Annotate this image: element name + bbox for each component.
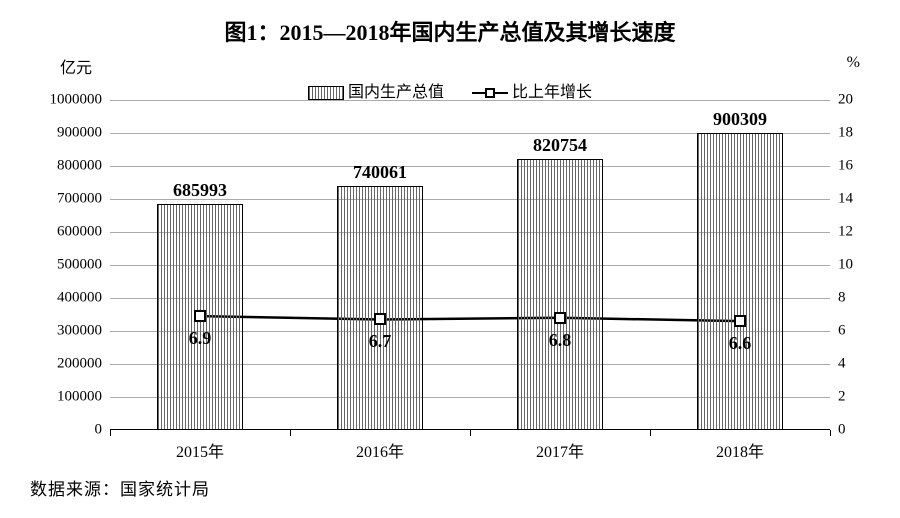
- x-tick-mark: [290, 430, 291, 436]
- x-tick-mark: [650, 430, 651, 436]
- x-tick-mark: [110, 430, 111, 436]
- line-value-label: 6.7: [369, 331, 392, 352]
- x-tick-label: 2017年: [536, 438, 584, 462]
- y1-tick-label: 600000: [32, 224, 102, 241]
- y1-tick-label: 500000: [32, 257, 102, 274]
- bar-value-label: 685993: [173, 180, 227, 201]
- y2-tick-label: 18: [838, 125, 878, 142]
- y2-tick-label: 14: [838, 191, 878, 208]
- y1-tick-label: 1000000: [32, 92, 102, 109]
- x-tick-label: 2015年: [176, 438, 224, 462]
- chart-title: 图1：2015—2018年国内生产总值及其增长速度: [0, 15, 900, 47]
- bar-value-label: 820754: [533, 135, 587, 156]
- x-tick-mark: [830, 430, 831, 436]
- y1-tick-label: 400000: [32, 290, 102, 307]
- y2-tick-label: 10: [838, 257, 878, 274]
- bar: [337, 186, 423, 430]
- y2-tick-label: 2: [838, 389, 878, 406]
- line-value-label: 6.8: [549, 330, 572, 351]
- line-marker: [734, 315, 746, 327]
- legend: 国内生产总值 比上年增长: [0, 78, 900, 102]
- y2-tick-label: 4: [838, 356, 878, 373]
- y1-axis-label: 亿元: [60, 54, 92, 78]
- bar-value-label: 900309: [713, 109, 767, 130]
- x-tick-mark: [470, 430, 471, 436]
- bar-value-label: 740061: [353, 162, 407, 183]
- y1-tick-label: 0: [32, 422, 102, 439]
- x-tick-label: 2016年: [356, 438, 404, 462]
- line-value-label: 6.9: [189, 328, 212, 349]
- y2-axis-label: %: [847, 54, 860, 72]
- y2-tick-label: 0: [838, 422, 878, 439]
- y2-tick-label: 6: [838, 323, 878, 340]
- y1-tick-label: 800000: [32, 158, 102, 175]
- plot-area: 0010000022000004300000640000085000001060…: [110, 100, 830, 430]
- y2-tick-label: 20: [838, 92, 878, 109]
- legend-bar-label: 国内生产总值: [348, 84, 444, 101]
- legend-line-item: 比上年增长: [472, 78, 592, 102]
- legend-bar-swatch-icon: [308, 86, 344, 100]
- legend-line-label: 比上年增长: [512, 84, 592, 101]
- y1-tick-label: 100000: [32, 389, 102, 406]
- legend-bar-item: 国内生产总值: [308, 78, 444, 102]
- y1-tick-label: 200000: [32, 356, 102, 373]
- line-marker: [194, 310, 206, 322]
- line-marker: [374, 313, 386, 325]
- x-tick-label: 2018年: [716, 438, 764, 462]
- line-marker: [554, 312, 566, 324]
- y1-tick-label: 700000: [32, 191, 102, 208]
- bar: [697, 133, 783, 430]
- line-value-label: 6.6: [729, 333, 752, 354]
- source-text: 数据来源：国家统计局: [30, 475, 210, 500]
- bar: [517, 159, 603, 430]
- legend-line-swatch-icon: [472, 86, 508, 100]
- chart-container: 图1：2015—2018年国内生产总值及其增长速度 亿元 % 国内生产总值 比上…: [0, 0, 900, 518]
- y1-tick-label: 900000: [32, 125, 102, 142]
- gridline: [110, 100, 830, 101]
- y2-tick-label: 16: [838, 158, 878, 175]
- y1-tick-label: 300000: [32, 323, 102, 340]
- y2-tick-label: 8: [838, 290, 878, 307]
- y2-tick-label: 12: [838, 224, 878, 241]
